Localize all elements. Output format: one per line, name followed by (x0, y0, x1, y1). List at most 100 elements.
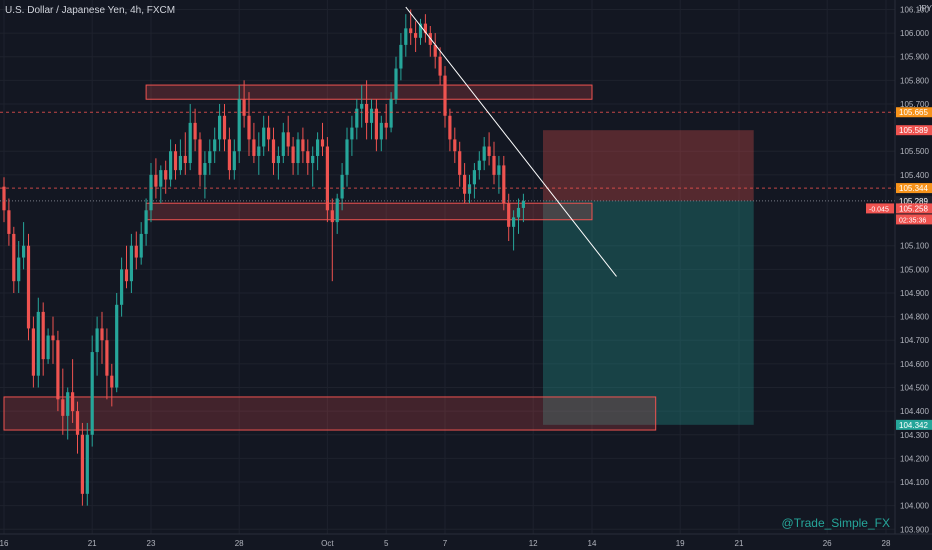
y-tick-label: 104.800 (900, 313, 929, 322)
drawing-zones (3, 84, 754, 431)
candle-body (7, 210, 11, 234)
candle-body (374, 108, 378, 140)
candle-body (340, 174, 344, 199)
candle-body (100, 328, 104, 341)
x-tick-label: 12 (529, 539, 538, 548)
candle-body (492, 155, 496, 175)
candle-body (281, 132, 285, 156)
candle-body (51, 335, 55, 341)
candle-body (129, 245, 133, 282)
candle-body (360, 103, 364, 109)
y-tick-label: 104.300 (900, 431, 929, 440)
candle-body (203, 163, 207, 175)
price-label-bg (896, 196, 932, 207)
candle-body (173, 151, 178, 171)
y-tick-label: 105.800 (900, 76, 929, 85)
candle-body (120, 269, 124, 305)
candle-body (169, 151, 173, 180)
candlestick-series (2, 9, 525, 506)
candle-body (232, 151, 236, 171)
candle-body (26, 245, 31, 329)
candle-body (36, 311, 40, 376)
candle-body (213, 139, 217, 152)
candle-body (71, 392, 75, 412)
candle-body (458, 151, 462, 175)
price-axis[interactable]: 106.100 106.000 105.900 105.800 105.700 105.5… (900, 5, 929, 534)
candle-body (110, 375, 114, 388)
watermark: @Trade_Simple_FX (781, 516, 890, 530)
candle-body (247, 115, 251, 140)
price-label-bg (896, 419, 932, 430)
candle-body (404, 28, 408, 45)
candle-body (227, 139, 231, 171)
candle-body (164, 170, 168, 180)
price-label-text: 105.258 (899, 204, 928, 213)
y-tick-label: 106.000 (900, 29, 929, 38)
price-label-text: 105.589 (899, 126, 928, 135)
candle-body (17, 257, 21, 282)
candle-body (115, 304, 119, 388)
candle-body (369, 108, 374, 123)
candle-body (139, 233, 143, 258)
candle-body (286, 132, 290, 147)
x-tick-label: Oct (321, 539, 334, 548)
candle-body (271, 139, 276, 164)
symbol-title: U.S. Dollar / Japanese Yen, 4h, FXCM (5, 5, 176, 16)
price-label-text: 105.665 (899, 108, 928, 117)
y-tick-label: 103.900 (900, 525, 929, 534)
x-tick-label: 21 (88, 539, 97, 548)
candle-body (521, 200, 525, 208)
countdown-bg (896, 214, 932, 225)
support-zone (145, 202, 593, 221)
candle-body (12, 233, 16, 282)
candle-body (409, 28, 413, 34)
candle-body (291, 146, 295, 164)
y-tick-label: 104.200 (900, 454, 929, 463)
y-tick-label: 105.700 (900, 100, 929, 109)
x-tick-label: 23 (147, 539, 156, 548)
y-tick-label: 104.400 (900, 407, 929, 416)
candle-body (61, 399, 65, 416)
resistance-zone (145, 84, 593, 100)
candle-body (208, 151, 212, 164)
candle-body (154, 174, 158, 187)
candle-body (66, 392, 70, 416)
candle-body (512, 217, 516, 227)
candle-body (80, 434, 84, 494)
y-tick-label: 104.600 (900, 360, 929, 369)
candle-body (487, 146, 491, 156)
candle-body (330, 210, 334, 223)
candle-body (252, 139, 256, 156)
candle-body (379, 122, 383, 140)
y-tick-label: 105.900 (900, 53, 929, 62)
x-tick-label: 26 (823, 539, 832, 548)
price-label-text: 104.342 (899, 421, 928, 430)
candle-body (95, 328, 99, 353)
candle-body (394, 68, 398, 100)
x-tick-label: 28 (882, 539, 891, 548)
candle-body (389, 99, 393, 128)
candle-body (311, 155, 315, 164)
candle-body (218, 115, 222, 140)
candle-body (222, 115, 227, 140)
candle-body (335, 198, 339, 223)
time-axis[interactable]: 16 21 23 28 Oct 5 7 12 14 19 21 26 28 (0, 539, 891, 548)
candle-body (365, 103, 369, 123)
drawing-overlays (0, 6, 895, 277)
candle-body (350, 127, 354, 140)
y-tick-label: 104.500 (900, 384, 929, 393)
price-label-text: 105.344 (899, 184, 928, 193)
candle-body (463, 174, 467, 194)
candle-body (320, 139, 325, 147)
y-tick-label: 105.400 (900, 171, 929, 180)
price-change-bg (866, 203, 894, 214)
candle-body (433, 44, 437, 57)
candle-body (2, 186, 6, 211)
candle-body (193, 122, 197, 140)
x-tick-label: 21 (735, 539, 744, 548)
price-label-bg (896, 203, 932, 214)
candle-body (56, 340, 60, 400)
candle-body (198, 139, 202, 175)
candle-body (257, 146, 261, 156)
